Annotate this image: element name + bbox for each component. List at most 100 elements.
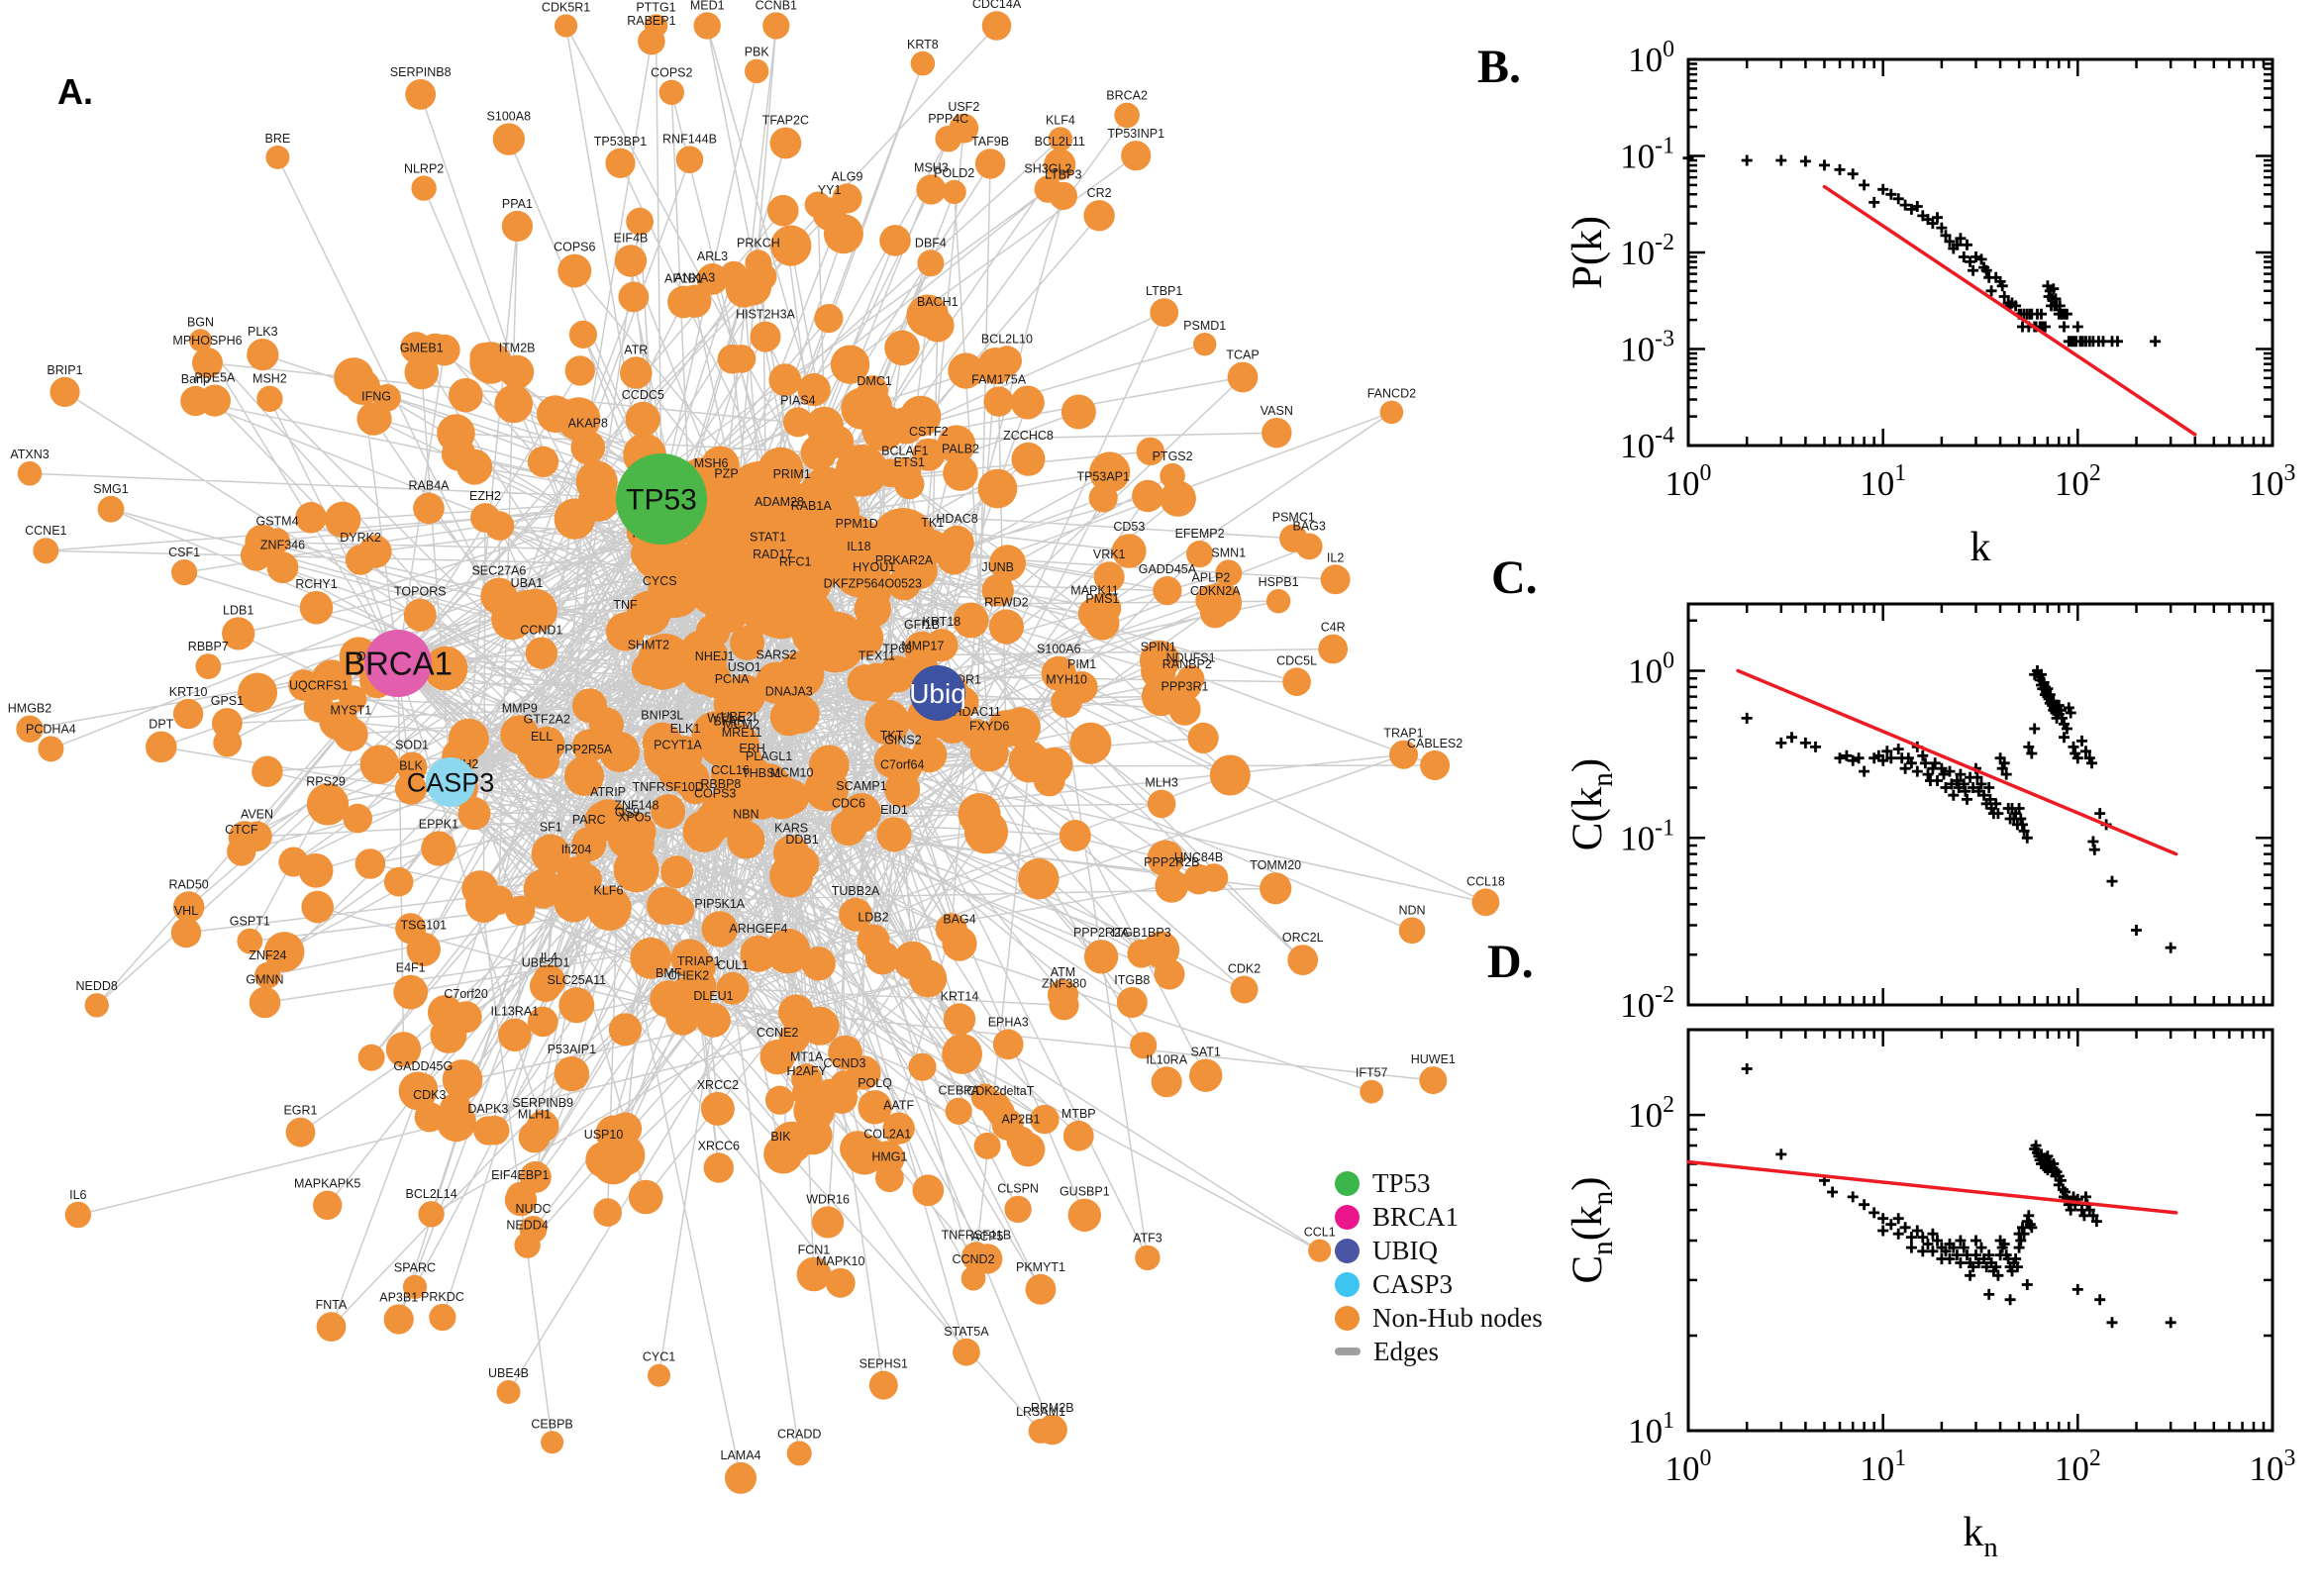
gene-node bbox=[237, 928, 263, 954]
gene-node-label: PMS1 bbox=[1085, 592, 1119, 606]
gene-node-label: SEPHS1 bbox=[859, 1357, 908, 1371]
gene-node-label: ACP5 bbox=[971, 1230, 1004, 1244]
gene-node-label: ATM bbox=[1051, 965, 1075, 979]
gene-node bbox=[1260, 872, 1292, 905]
gene-node-label: JUNB bbox=[981, 560, 1014, 574]
gene-node bbox=[793, 1090, 835, 1132]
gene-node-label: ITGB1BP3 bbox=[1112, 926, 1171, 940]
gene-node-label: BMF bbox=[656, 966, 682, 980]
gene-node-label: PRKAR2A bbox=[875, 553, 934, 567]
gene-node-label: TFAP2C bbox=[762, 114, 809, 128]
hub-node-ubiq bbox=[910, 665, 965, 721]
gene-node-label: NLRP2 bbox=[404, 162, 444, 176]
gene-node bbox=[937, 541, 971, 575]
plot-frame bbox=[1686, 1028, 2274, 1433]
gene-node-label: PARC bbox=[572, 813, 606, 827]
gene-node-label: GSPT1 bbox=[230, 915, 270, 929]
y-tick-label: 10-4 bbox=[1620, 423, 1674, 465]
gene-node bbox=[1147, 789, 1176, 819]
gene-node-label: SEC27A6 bbox=[471, 564, 526, 578]
gene-node bbox=[213, 728, 243, 757]
gene-node-label: EPPK1 bbox=[419, 817, 458, 831]
y-axis-title: P(k) bbox=[1565, 216, 1611, 289]
legend-item-edges: Edges bbox=[1335, 1338, 1543, 1364]
gene-node bbox=[638, 27, 665, 55]
gene-node bbox=[977, 468, 1018, 509]
gene-node-label: PCDHA4 bbox=[26, 722, 76, 736]
gene-node bbox=[1160, 480, 1196, 517]
gene-node-label: BAG4 bbox=[943, 913, 975, 927]
gene-node-label: SCAMP1 bbox=[836, 779, 886, 793]
gene-node-label: GADD45A bbox=[1139, 562, 1197, 576]
gene-node bbox=[1360, 1079, 1384, 1104]
gene-node-label: AP1B1 bbox=[664, 272, 703, 286]
gene-node bbox=[1008, 741, 1051, 783]
gene-node bbox=[394, 772, 428, 805]
gene-node bbox=[960, 1265, 986, 1291]
gene-node-label: BCLAF1 bbox=[881, 444, 928, 457]
gene-node bbox=[1295, 533, 1323, 560]
gene-node-label: DAPK3 bbox=[467, 1102, 508, 1116]
gene-node-label: TOMM20 bbox=[1250, 858, 1301, 872]
gene-node-label: GINS2 bbox=[884, 734, 922, 748]
gene-node bbox=[942, 1034, 982, 1074]
gene-node bbox=[1318, 634, 1349, 664]
gene-node-label: MLH1 bbox=[518, 1108, 551, 1122]
gene-node-label: PZP bbox=[714, 467, 738, 481]
gene-node-label: ATF3 bbox=[1133, 1232, 1162, 1246]
gene-node bbox=[727, 821, 765, 859]
gene-node bbox=[744, 598, 780, 635]
gene-node bbox=[700, 446, 740, 485]
gene-node bbox=[666, 975, 712, 1021]
gene-node bbox=[953, 602, 989, 639]
gene-node-label: ORC2L bbox=[1282, 931, 1324, 945]
gene-node bbox=[1282, 667, 1311, 696]
gene-node bbox=[722, 466, 787, 532]
gene-node-label: ATRIP bbox=[590, 785, 626, 799]
gene-node-label: PPP2R5A bbox=[556, 743, 613, 756]
gene-node-label: FANCD2 bbox=[1367, 387, 1416, 401]
gene-node-label: CYC1 bbox=[643, 1350, 675, 1364]
gene-node bbox=[357, 1044, 385, 1071]
plot-frame bbox=[1686, 602, 2274, 1007]
gene-node-label: IL6 bbox=[69, 1188, 86, 1202]
gene-node bbox=[857, 375, 889, 407]
gene-node-label: HUWE1 bbox=[1411, 1052, 1456, 1066]
gene-node-label: CUL1 bbox=[717, 958, 749, 972]
gene-node-label: COPS2 bbox=[651, 66, 692, 80]
gene-node-label: CEBPB bbox=[531, 1417, 572, 1431]
gene-node bbox=[658, 79, 684, 106]
gene-node bbox=[935, 125, 961, 152]
gene-node-label: PTTG1 bbox=[636, 0, 675, 14]
gene-node bbox=[428, 334, 460, 366]
fit-line bbox=[1686, 1159, 2178, 1215]
gene-node bbox=[887, 406, 925, 445]
gene-node-label: CDKN2A bbox=[1190, 584, 1241, 598]
gene-node-label: PALB2 bbox=[942, 442, 979, 455]
gene-node-label: GADD45G bbox=[393, 1059, 453, 1073]
x-tick-label: 100 bbox=[1666, 460, 1712, 503]
gene-node-label: TRAP1 bbox=[1383, 727, 1423, 741]
y-tick-label: 10-2 bbox=[1620, 230, 1674, 272]
gene-node bbox=[356, 402, 391, 436]
gene-node-label: EIF4EBP1 bbox=[491, 1168, 549, 1182]
gene-node-label: NHEJ1 bbox=[695, 649, 735, 663]
gene-node bbox=[395, 913, 427, 945]
gene-node-label: NBN bbox=[733, 807, 758, 821]
gene-node bbox=[64, 1201, 92, 1229]
gene-node-label: EFEMP2 bbox=[1175, 527, 1225, 541]
axis-ticks bbox=[1686, 57, 2274, 448]
gene-node-label: SLC25A11 bbox=[548, 973, 607, 987]
x-tick-label: 101 bbox=[1860, 1446, 1906, 1488]
gene-node bbox=[786, 1441, 812, 1466]
gene-node bbox=[413, 492, 445, 525]
gene-node bbox=[953, 1338, 980, 1366]
gene-node bbox=[1132, 479, 1164, 513]
gene-node-label: RNF144B bbox=[662, 132, 717, 146]
hub-node-casp3 bbox=[426, 757, 475, 807]
gene-node bbox=[519, 1160, 552, 1193]
gene-node bbox=[1059, 820, 1091, 851]
gene-node-label: OS9 bbox=[615, 806, 640, 820]
non-hub-swatch-icon bbox=[1335, 1305, 1360, 1331]
gene-node-labels: PTTG1 ELL DBF4 CUL1 POLD2 FXYD6 DLEU1 PCDHA4 LAM… bbox=[8, 0, 1505, 1462]
